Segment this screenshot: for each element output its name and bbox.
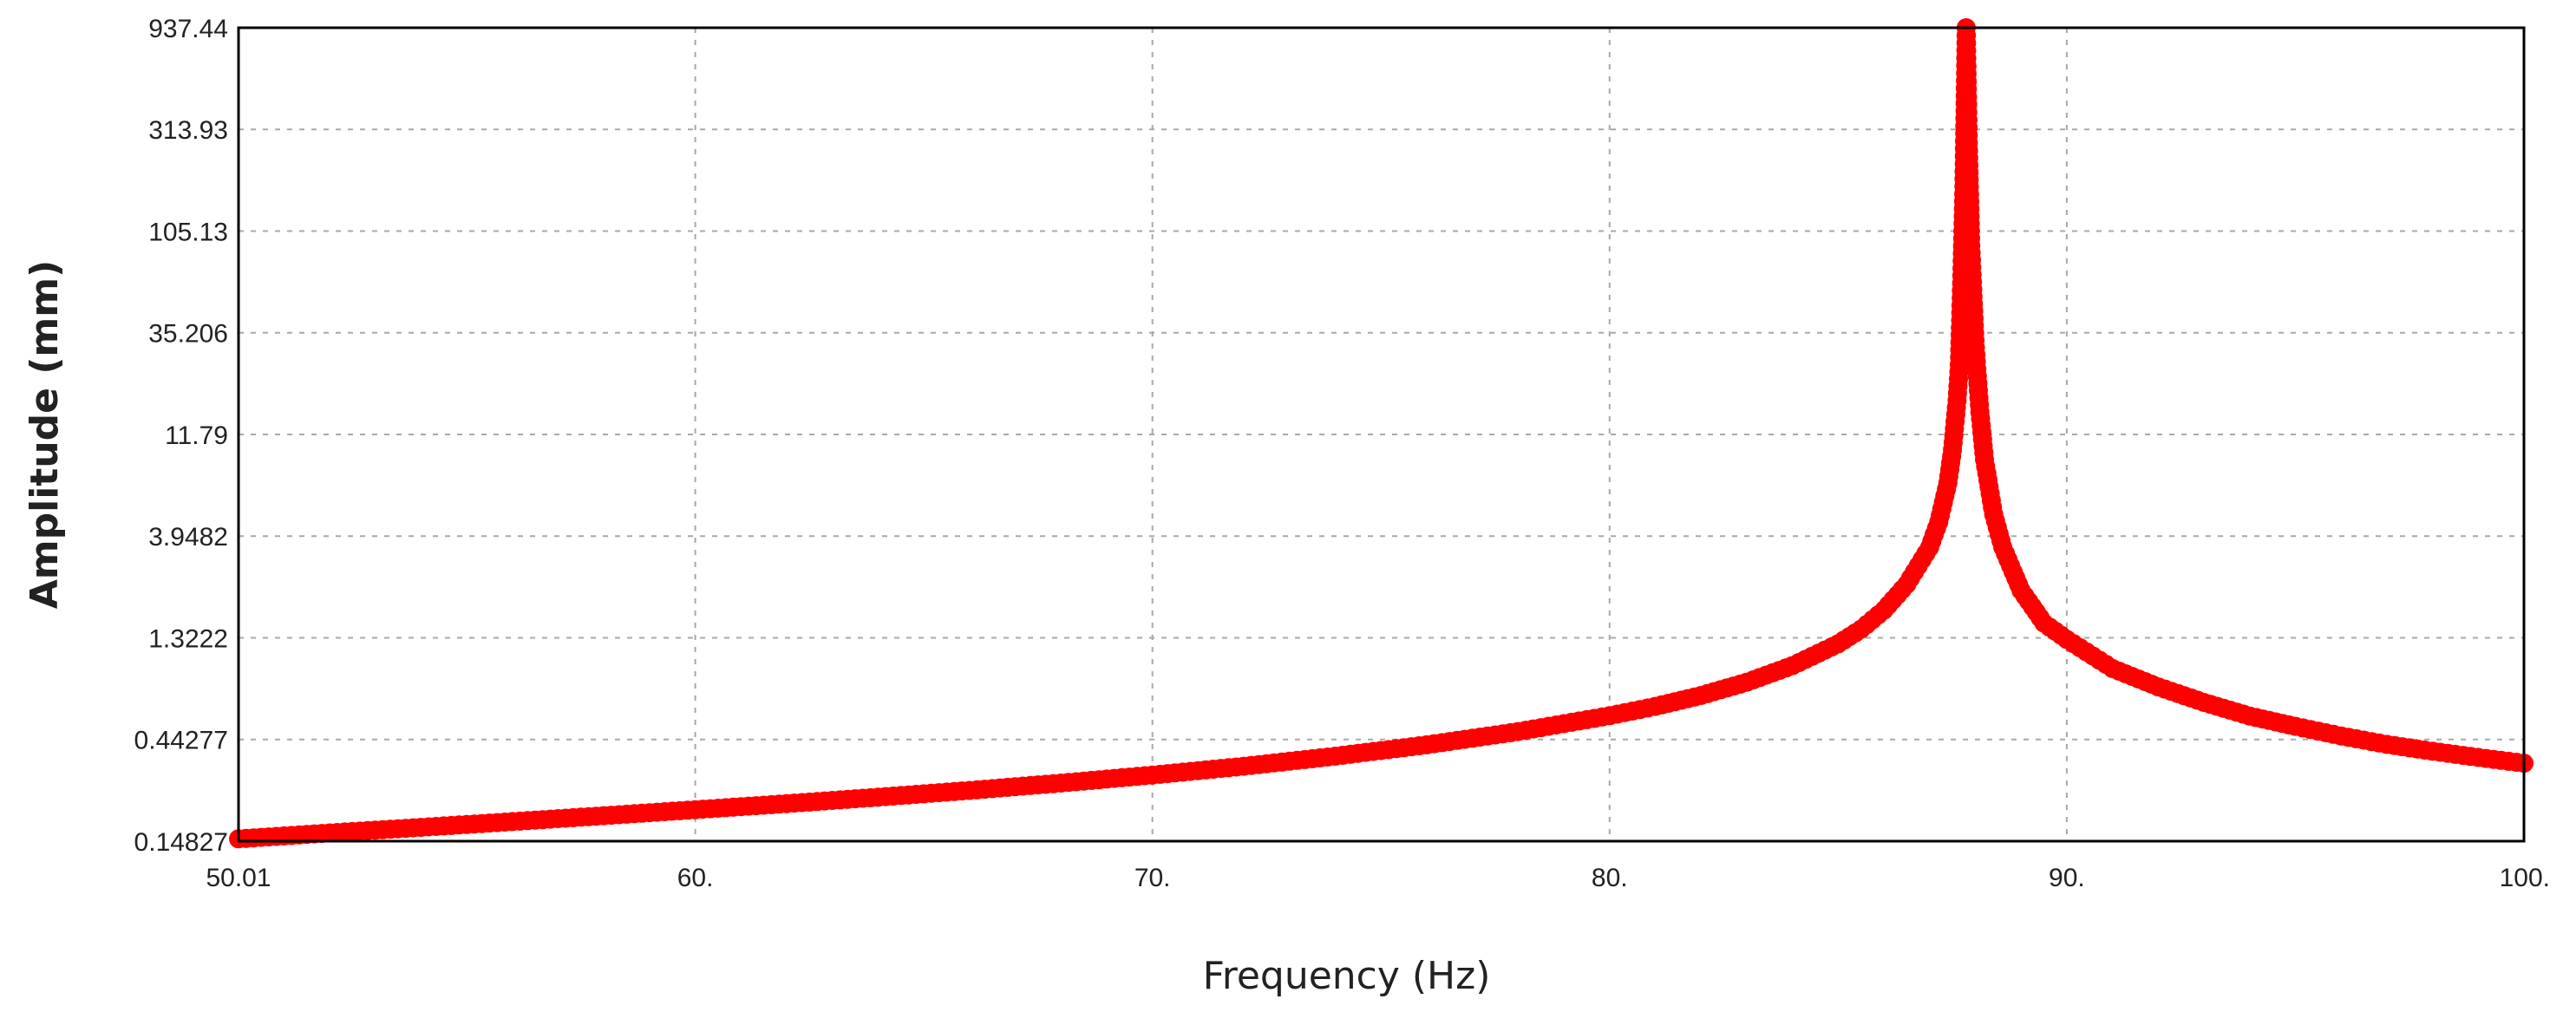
- y-tick-label: 3.9482: [148, 523, 228, 552]
- y-tick-label: 1.3222: [148, 624, 228, 653]
- x-tick-label: 80.: [1592, 864, 1628, 892]
- plot-frame: [237, 26, 2526, 843]
- x-tick-label: 70.: [1134, 864, 1171, 892]
- y-tick-label: 313.93: [148, 116, 228, 145]
- y-tick-label: 105.13: [148, 218, 228, 246]
- data-series: [229, 18, 2534, 849]
- y-axis-ticks: 0.14827 0.44277 1.3222 3.9482 11.79 35.206 105…: [134, 15, 228, 857]
- x-axis-title: Frequency (Hz): [1203, 954, 1491, 998]
- x-tick-label: 50.01: [206, 864, 271, 892]
- y-tick-label: 0.14827: [134, 828, 228, 857]
- y-tick-label: 937.44: [148, 15, 228, 43]
- y-tick-label: 11.79: [165, 421, 228, 450]
- x-tick-label: 100.: [2500, 864, 2550, 892]
- y-axis-title: Amplitude (mm): [23, 260, 67, 610]
- x-axis-ticks: 50.01 60. 70. 80. 90. 100.: [206, 864, 2550, 892]
- grid-lines: [239, 28, 2524, 841]
- y-tick-label: 0.44277: [134, 727, 228, 755]
- y-tick-label: 35.206: [148, 320, 228, 349]
- x-tick-label: 90.: [2049, 864, 2085, 892]
- x-tick-label: 60.: [677, 864, 714, 892]
- series-line: [231, 20, 2532, 847]
